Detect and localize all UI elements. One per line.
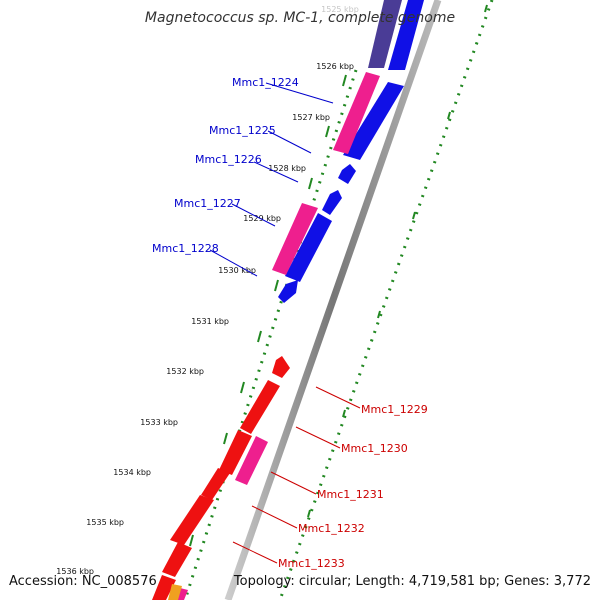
kbp-label: 1526 kbp — [316, 62, 354, 71]
ruler-tick — [307, 509, 311, 518]
kbp-label: 1531 kbp — [191, 317, 229, 326]
reverse-features — [152, 356, 290, 600]
kbp-label: 1534 kbp — [113, 468, 151, 477]
leader-line — [253, 161, 299, 183]
feature-arrow-red — [219, 430, 252, 475]
gene-label[interactable]: Mmc1_1233 — [278, 557, 345, 570]
ruler-tick — [325, 125, 330, 138]
feature-arrow-blue — [285, 213, 332, 282]
leader-line — [231, 203, 276, 227]
kbp-label: 1528 kbp — [268, 164, 306, 173]
kbp-label: 1532 kbp — [166, 367, 204, 376]
leader-line — [265, 82, 334, 104]
ruler-tick — [447, 111, 451, 120]
leader-line — [315, 386, 361, 409]
feature-pink — [272, 203, 318, 275]
kbp-label: 1530 kbp — [218, 266, 256, 275]
leader-line — [295, 426, 341, 449]
feature-arrow-blue — [388, 0, 424, 70]
leader-line — [251, 505, 298, 529]
gene-label[interactable]: Mmc1_1232 — [298, 522, 365, 535]
feature-arrow-blue — [322, 190, 342, 215]
kbp-label: 1536 kbp — [56, 567, 94, 576]
kbp-label: 1535 kbp — [86, 518, 124, 527]
ruler-tick — [342, 74, 347, 87]
feature-arrow-red — [162, 542, 192, 577]
ruler-tick — [257, 330, 262, 343]
ruler-tick — [240, 381, 245, 394]
leader-line — [267, 130, 312, 154]
leader-lines — [209, 82, 361, 564]
forward-features — [278, 0, 424, 303]
gene-label[interactable]: Mmc1_1230 — [341, 442, 408, 455]
upper-gene-labels: Mmc1_1224 Mmc1_1225 Mmc1_1226 Mmc1_1227 … — [152, 76, 299, 255]
gene-label[interactable]: Mmc1_1231 — [317, 488, 384, 501]
lower-gene-labels: Mmc1_1229 Mmc1_1230 Mmc1_1231 Mmc1_1232 … — [278, 403, 428, 570]
feature-arrow-blue — [343, 82, 404, 160]
ruler-tick — [484, 4, 488, 13]
leader-line — [232, 541, 278, 564]
gene-label[interactable]: Mmc1_1226 — [195, 153, 262, 166]
feature-pink — [333, 72, 380, 154]
ruler-tick — [308, 177, 313, 190]
kbp-label: 1529 kbp — [243, 214, 281, 223]
gene-label[interactable]: Mmc1_1229 — [361, 403, 428, 416]
gene-label[interactable]: Mmc1_1228 — [152, 242, 219, 255]
feature-pink — [235, 436, 268, 485]
gene-label[interactable]: Mmc1_1225 — [209, 124, 276, 137]
ruler-tick — [223, 432, 228, 445]
ruler-tick — [342, 409, 346, 418]
ruler-tick — [189, 534, 194, 547]
leader-line — [270, 471, 317, 495]
genome-info-text: Topology: circular; Length: 4,719,581 bp… — [233, 574, 591, 589]
feature-arrow-blue — [338, 164, 356, 184]
backbone-ring — [224, 0, 442, 600]
feature-arrow-blue — [278, 280, 298, 303]
feature-arrow-red — [201, 468, 230, 500]
feature-arrow-red — [272, 356, 290, 378]
ruler-tick — [274, 279, 279, 292]
feature-arrow-red — [170, 495, 214, 545]
kbp-label: 1527 kbp — [292, 113, 330, 122]
feature-arrow-red — [240, 380, 280, 434]
ruler-tick — [377, 310, 381, 319]
feature-arrow-red — [152, 575, 176, 600]
feature-orange — [168, 584, 182, 600]
inner-ruler-line — [183, 69, 358, 600]
kbp-labels: 1525 kbp 1526 kbp 1527 kbp 1528 kbp 1529… — [56, 5, 359, 576]
gene-label[interactable]: Mmc1_1224 — [232, 76, 299, 89]
leader-line — [209, 249, 258, 277]
pink-features — [176, 72, 380, 600]
kbp-label-faded: 1525 kbp — [321, 5, 359, 14]
accession-text: Accession: NC_008576 — [9, 574, 157, 589]
kbp-label: 1533 kbp — [140, 418, 178, 427]
map-title: Magnetococcus sp. MC-1, complete genome — [144, 10, 456, 26]
gene-label[interactable]: Mmc1_1227 — [174, 197, 241, 210]
ruler-tick — [412, 211, 416, 220]
feature-block-navy — [368, 0, 402, 68]
